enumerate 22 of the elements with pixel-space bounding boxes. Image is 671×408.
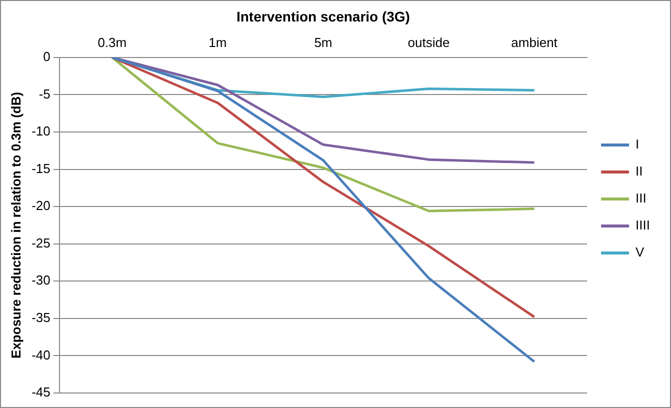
y-tick-label: -10 [32, 124, 50, 139]
y-tick-label: -40 [32, 347, 50, 362]
x-axis-title: Intervention scenario (3G) [236, 8, 410, 24]
y-tick-label: -35 [32, 310, 50, 325]
y-tick-label: -30 [32, 272, 50, 288]
y-tick-label: -20 [32, 198, 50, 214]
legend-label: II [636, 164, 643, 179]
y-tick-label: -45 [32, 384, 50, 400]
x-tick-label: 1m [208, 35, 227, 50]
x-tick-label: ambient [511, 35, 558, 50]
legend-label: V [636, 244, 645, 260]
y-tick-label: -5 [38, 86, 50, 102]
x-tick-label: outside [408, 35, 450, 50]
legend-label: I [636, 136, 640, 152]
y-tick-label: -25 [32, 235, 50, 250]
y-tick-label: 0 [43, 48, 50, 64]
x-tick-label: 5m [314, 35, 332, 50]
x-tick-label: 0.3m [98, 35, 127, 50]
legend-label: III [636, 190, 646, 206]
y-tick-label: -15 [32, 160, 50, 176]
y-axis-title: Exposure reduction in relation to 0.3m (dB) [8, 92, 24, 358]
legend-label: IIII [636, 218, 650, 233]
